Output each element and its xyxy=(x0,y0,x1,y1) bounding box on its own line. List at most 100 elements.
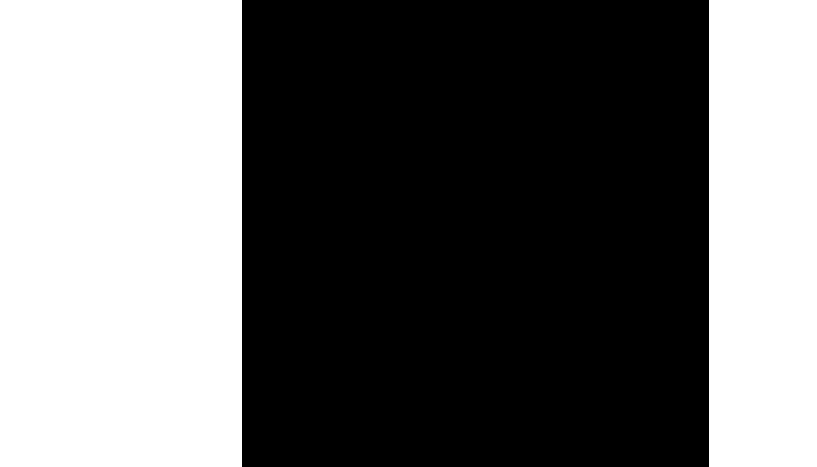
Circle shape xyxy=(336,343,353,360)
Circle shape xyxy=(607,133,615,141)
Circle shape xyxy=(555,73,569,88)
Circle shape xyxy=(605,101,615,113)
Circle shape xyxy=(587,353,598,363)
Circle shape xyxy=(473,408,486,421)
Circle shape xyxy=(490,52,495,57)
Circle shape xyxy=(328,257,337,266)
Circle shape xyxy=(558,352,569,363)
Circle shape xyxy=(449,342,453,345)
Circle shape xyxy=(416,406,428,417)
PathPatch shape xyxy=(9,0,817,467)
Circle shape xyxy=(320,234,333,247)
Circle shape xyxy=(385,185,388,189)
Circle shape xyxy=(620,274,626,279)
Circle shape xyxy=(391,164,397,170)
Circle shape xyxy=(524,408,532,416)
Circle shape xyxy=(595,96,597,98)
Circle shape xyxy=(455,128,467,140)
Circle shape xyxy=(404,92,410,99)
Circle shape xyxy=(633,200,650,217)
Circle shape xyxy=(338,142,339,143)
Circle shape xyxy=(365,224,369,228)
Circle shape xyxy=(533,70,538,75)
Circle shape xyxy=(309,266,314,271)
Circle shape xyxy=(371,376,382,387)
Circle shape xyxy=(381,297,391,307)
Circle shape xyxy=(640,171,645,176)
Circle shape xyxy=(620,265,634,279)
Circle shape xyxy=(480,58,493,71)
Circle shape xyxy=(426,404,443,421)
Circle shape xyxy=(299,274,303,279)
Circle shape xyxy=(300,271,319,290)
Circle shape xyxy=(428,133,435,139)
Circle shape xyxy=(395,396,400,402)
Circle shape xyxy=(356,371,362,377)
Circle shape xyxy=(512,70,518,76)
Circle shape xyxy=(582,357,584,360)
Circle shape xyxy=(531,85,541,95)
Circle shape xyxy=(628,191,646,210)
Circle shape xyxy=(497,135,504,142)
Circle shape xyxy=(332,322,335,325)
Circle shape xyxy=(565,250,574,258)
Circle shape xyxy=(407,402,410,404)
Circle shape xyxy=(298,276,306,283)
Circle shape xyxy=(511,390,525,404)
Circle shape xyxy=(613,142,618,148)
Circle shape xyxy=(541,366,559,383)
Circle shape xyxy=(571,88,576,93)
Circle shape xyxy=(392,290,400,298)
Circle shape xyxy=(433,46,450,63)
Circle shape xyxy=(347,138,356,147)
Circle shape xyxy=(641,262,643,264)
Circle shape xyxy=(583,97,587,100)
Circle shape xyxy=(491,127,497,133)
Circle shape xyxy=(631,300,647,316)
Circle shape xyxy=(600,118,605,122)
Circle shape xyxy=(292,247,301,256)
Circle shape xyxy=(446,60,464,77)
Circle shape xyxy=(333,332,340,340)
Circle shape xyxy=(548,381,559,391)
Circle shape xyxy=(307,209,310,211)
Circle shape xyxy=(444,64,453,72)
Circle shape xyxy=(396,169,399,171)
Circle shape xyxy=(397,405,414,422)
Circle shape xyxy=(592,371,604,383)
Circle shape xyxy=(373,187,376,190)
Circle shape xyxy=(431,70,448,86)
Circle shape xyxy=(526,85,529,87)
Circle shape xyxy=(378,254,386,262)
Circle shape xyxy=(592,361,596,366)
Circle shape xyxy=(632,231,649,248)
Circle shape xyxy=(506,340,512,347)
Circle shape xyxy=(504,137,509,142)
Circle shape xyxy=(511,61,523,73)
Circle shape xyxy=(363,249,369,256)
Circle shape xyxy=(286,225,298,238)
Circle shape xyxy=(364,204,373,213)
Circle shape xyxy=(574,76,578,81)
Circle shape xyxy=(538,86,540,88)
Circle shape xyxy=(554,97,571,114)
Circle shape xyxy=(622,331,636,344)
Circle shape xyxy=(580,341,588,349)
Circle shape xyxy=(532,309,539,316)
Circle shape xyxy=(409,396,426,412)
Circle shape xyxy=(611,144,614,148)
Circle shape xyxy=(503,394,508,399)
Circle shape xyxy=(654,192,664,203)
Circle shape xyxy=(579,351,590,362)
Circle shape xyxy=(569,190,581,201)
Circle shape xyxy=(634,318,647,331)
Circle shape xyxy=(319,227,329,236)
Circle shape xyxy=(627,239,634,246)
Circle shape xyxy=(466,406,484,424)
Circle shape xyxy=(310,165,319,175)
Circle shape xyxy=(578,357,579,359)
Circle shape xyxy=(512,140,522,150)
Circle shape xyxy=(575,271,583,278)
Circle shape xyxy=(312,269,323,279)
Circle shape xyxy=(365,344,382,361)
